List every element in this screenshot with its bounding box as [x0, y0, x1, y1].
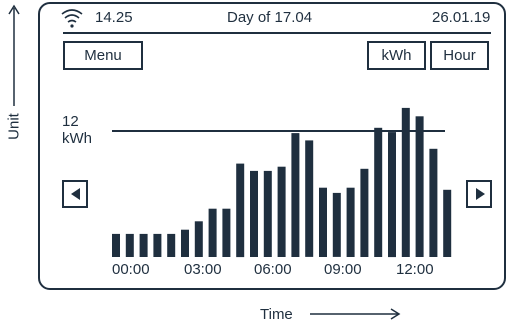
triangle-left-icon [71, 188, 80, 200]
bar-7 [208, 208, 217, 257]
status-title: Day of 17.04 [227, 9, 313, 26]
menu-button[interactable]: Menu [63, 41, 143, 70]
y-axis-arrow-head [8, 4, 20, 15]
next-day-button[interactable] [466, 180, 492, 208]
hour-button[interactable]: Hour [430, 41, 489, 70]
x-tick-label: 03:00 [184, 261, 222, 278]
bar-21 [401, 107, 410, 258]
y-max-unit: kWh [62, 130, 92, 147]
device-screen-frame [38, 2, 506, 290]
x-tick-label: 06:00 [254, 261, 292, 278]
status-date: 26.01.19 [432, 9, 491, 26]
bar-17 [346, 187, 355, 257]
bar-12 [277, 166, 286, 257]
bar-14 [305, 140, 314, 257]
bar-15 [319, 187, 327, 257]
bar-10 [250, 170, 258, 257]
status-time: 14.25 [95, 9, 133, 26]
x-tick-label: 12:00 [396, 261, 434, 278]
status-divider [63, 32, 491, 34]
bar-2 [139, 233, 148, 257]
bar-6 [194, 221, 203, 257]
bar-8 [222, 208, 231, 257]
prev-day-button[interactable] [62, 180, 88, 208]
bars-group [112, 107, 452, 258]
bar-4 [167, 233, 176, 257]
bar-0 [112, 233, 120, 257]
bar-3 [153, 233, 162, 257]
bar-11 [263, 170, 272, 257]
bar-18 [360, 168, 369, 257]
bar-22 [415, 116, 424, 257]
triangle-right-icon [476, 188, 485, 200]
bar-9 [236, 163, 245, 258]
bar-5 [181, 229, 189, 257]
kwh-button[interactable]: kWh [367, 41, 426, 70]
x-tick-label: 00:00 [112, 261, 150, 278]
bar-24 [443, 189, 452, 257]
x-axis-arrow-head [390, 308, 401, 320]
bar-23 [429, 148, 438, 257]
x-tick-label: 09:00 [324, 261, 362, 278]
bar-20 [388, 132, 396, 258]
bar-13 [291, 133, 300, 257]
x-axis-label: Time [260, 306, 293, 323]
y-max-value: 12 [62, 113, 79, 130]
y-max-label: 12 kWh [62, 113, 92, 147]
bar-19 [374, 127, 383, 257]
bar-16 [332, 192, 341, 257]
bar-1 [125, 233, 134, 257]
